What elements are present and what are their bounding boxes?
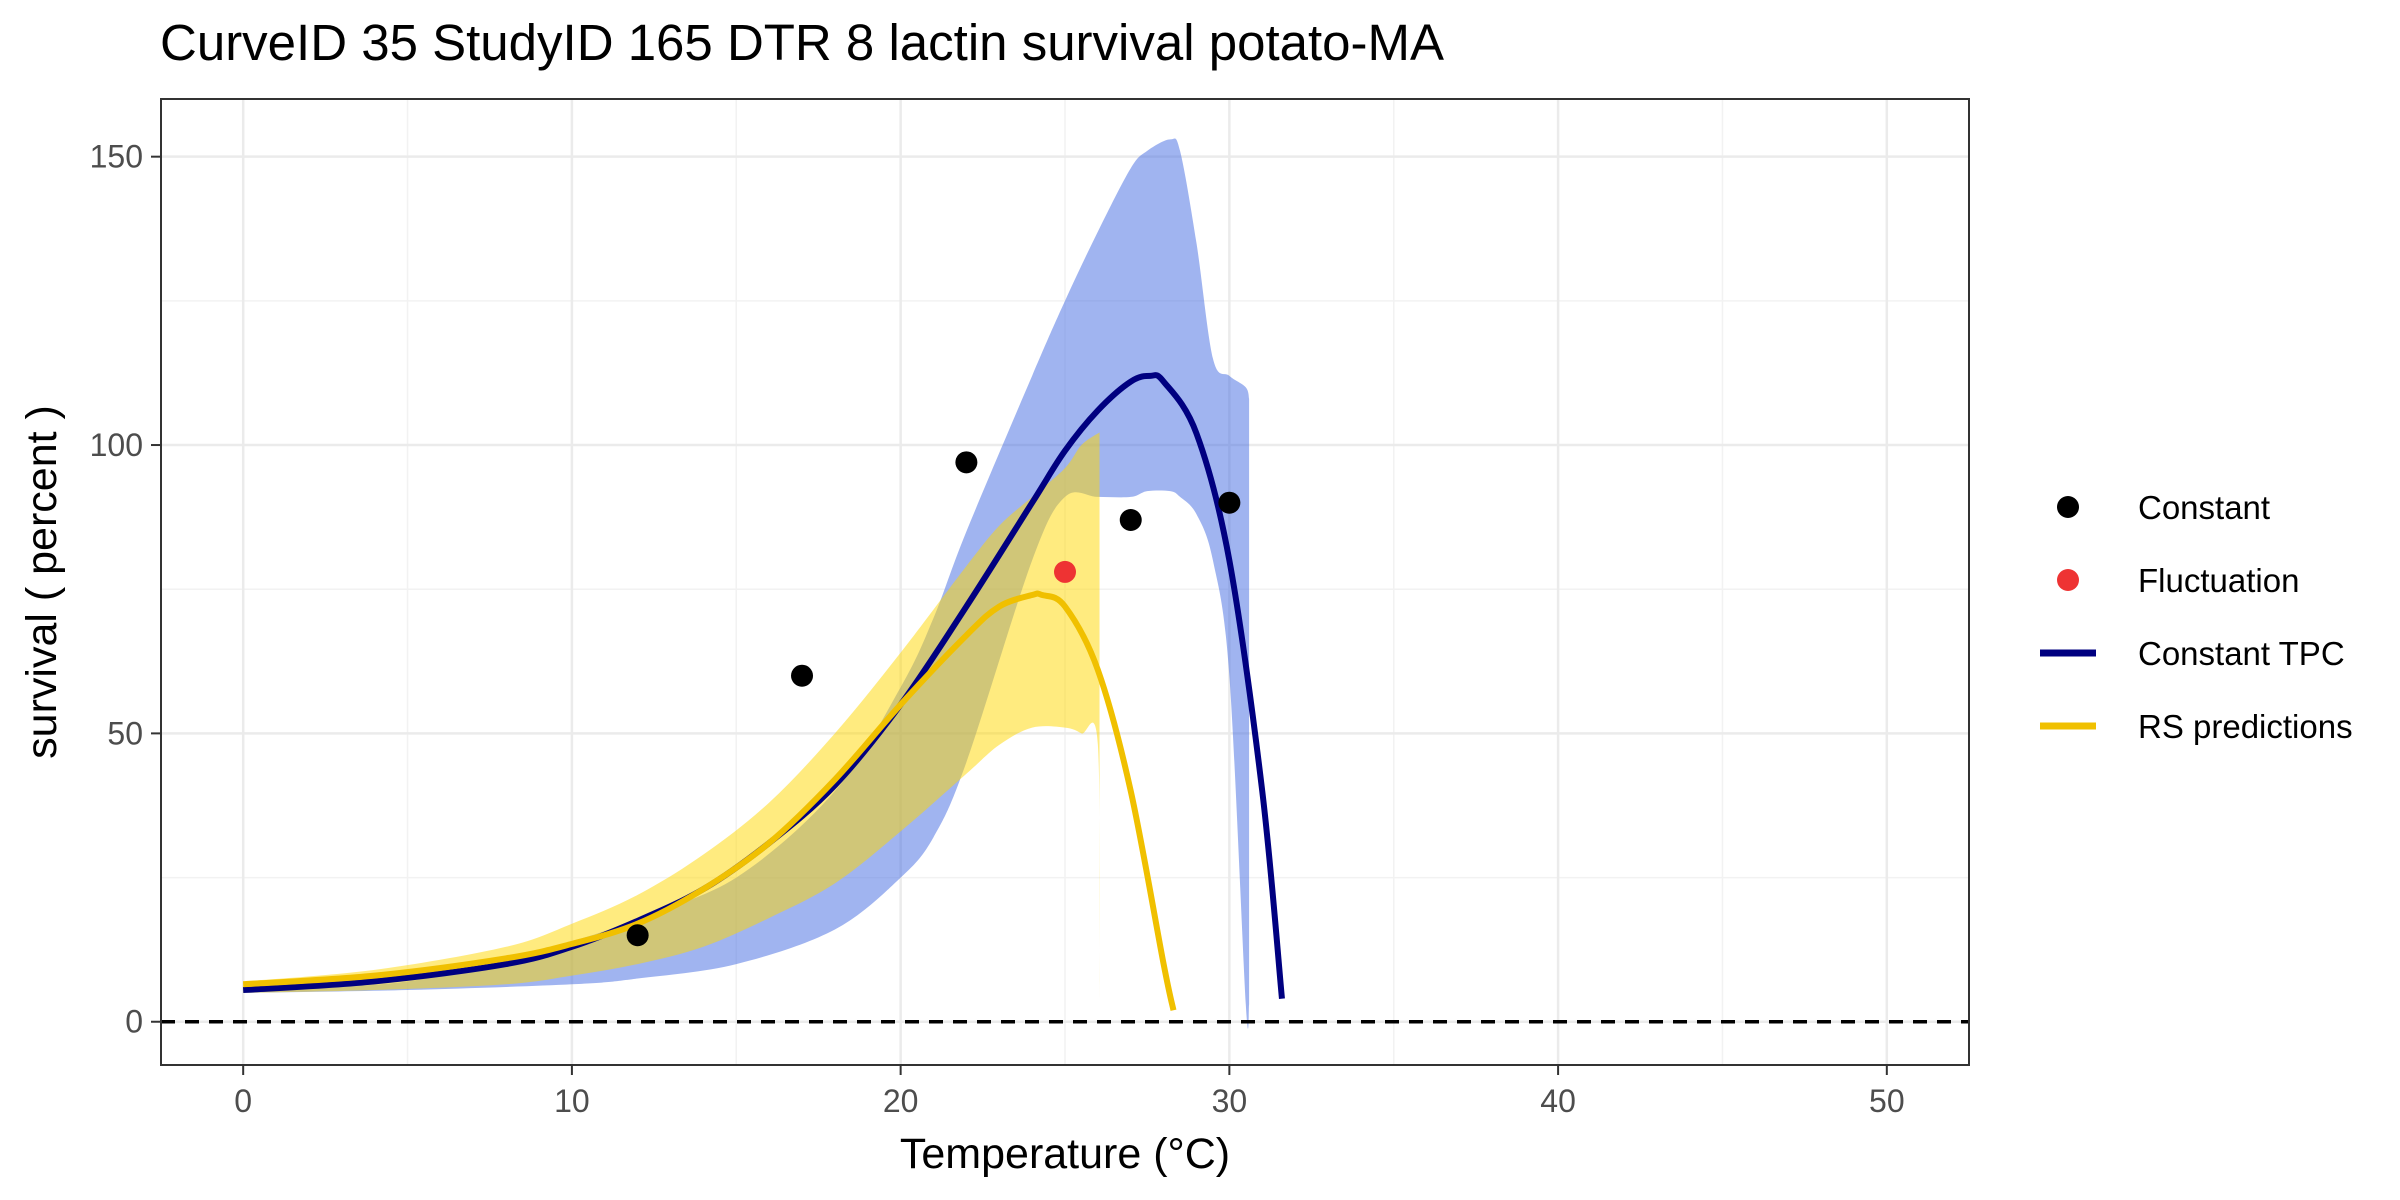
y-tick-label: 50 bbox=[107, 715, 143, 751]
legend-label: Constant TPC bbox=[2138, 635, 2345, 672]
y-tick-label: 100 bbox=[90, 427, 143, 463]
rs-predictions-line bbox=[242, 590, 1177, 1011]
legend-label: Fluctuation bbox=[2138, 562, 2299, 599]
constant-tpc-band bbox=[243, 138, 1250, 1029]
x-tick-label: 40 bbox=[1540, 1083, 1576, 1119]
x-tick-label: 20 bbox=[883, 1083, 919, 1119]
y-tick-label: 0 bbox=[125, 1004, 143, 1040]
legend-key-point bbox=[2057, 496, 2079, 518]
x-axis: 0 10 20 30 40 50 bbox=[234, 1065, 1905, 1119]
major-grid bbox=[161, 99, 1969, 1065]
x-tick-label: 50 bbox=[1869, 1083, 1905, 1119]
legend-label: Constant bbox=[2138, 489, 2270, 526]
fitted-curves bbox=[161, 372, 1969, 1024]
constant-point bbox=[1218, 491, 1241, 514]
plot-border bbox=[160, 98, 1970, 1066]
y-axis: 0 50 100 150 bbox=[90, 139, 161, 1040]
x-axis-title: Temperature (°C) bbox=[900, 1130, 1230, 1178]
constant-point bbox=[955, 451, 978, 474]
rs-predictions-band bbox=[243, 432, 1100, 999]
constant-point bbox=[791, 664, 814, 687]
y-tick-label: 150 bbox=[90, 139, 143, 175]
x-tick-label: 30 bbox=[1212, 1083, 1248, 1119]
legend: Constant Fluctuation Constant TPC RS predic… bbox=[2040, 489, 2353, 745]
x-tick-label: 0 bbox=[234, 1083, 252, 1119]
fluctuation-point bbox=[1054, 560, 1076, 583]
constant-point bbox=[626, 924, 649, 947]
data-points bbox=[626, 451, 1241, 947]
legend-key-point bbox=[2057, 569, 2079, 591]
legend-label: RS predictions bbox=[2138, 708, 2353, 745]
y-axis-title: survival ( percent ) bbox=[18, 405, 66, 759]
constant-point bbox=[1119, 509, 1142, 532]
x-tick-label: 10 bbox=[554, 1083, 590, 1119]
confidence-bands bbox=[243, 138, 1250, 1029]
chart-title: CurveID 35 StudyID 165 DTR 8 lactin surv… bbox=[160, 14, 1444, 71]
